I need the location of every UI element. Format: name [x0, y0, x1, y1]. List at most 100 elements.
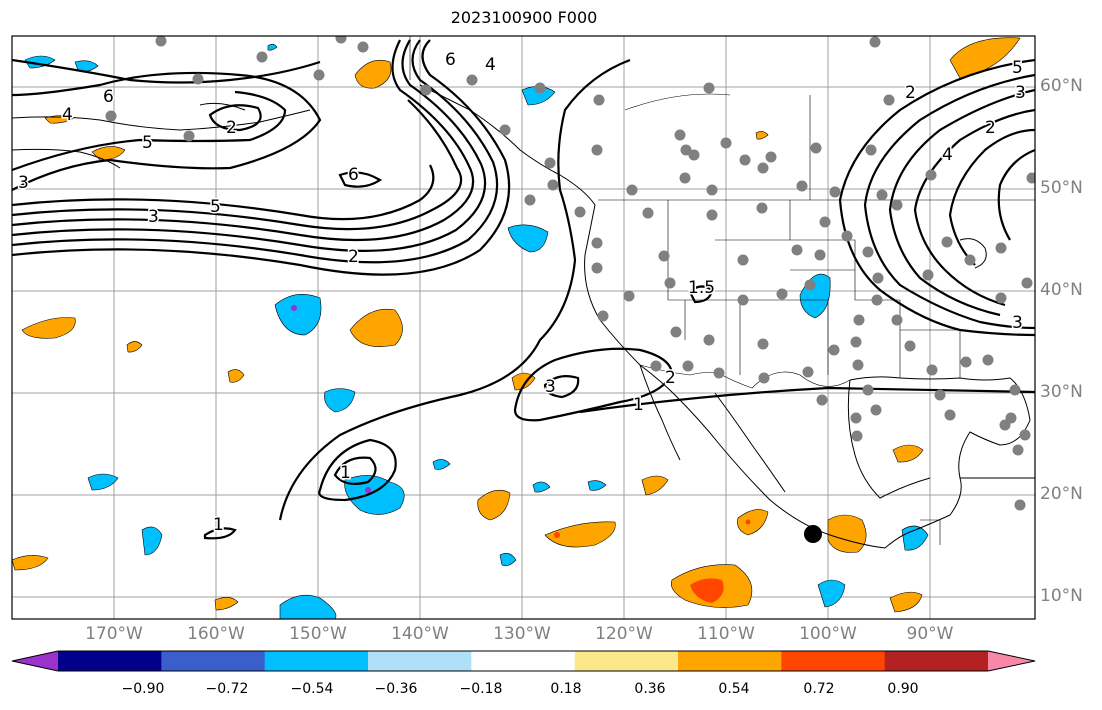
station-marker [819, 216, 831, 228]
colorbar-segment [368, 651, 472, 671]
contour-label: 4 [942, 145, 953, 165]
station-marker [591, 144, 603, 156]
station-marker [313, 69, 325, 81]
station-marker [982, 354, 994, 366]
station-marker [642, 207, 654, 219]
station-marker [925, 169, 937, 181]
station-marker [850, 412, 862, 424]
lat-label: 20°N [1040, 484, 1083, 504]
station-marker [944, 409, 956, 421]
colorbar-segment [678, 651, 782, 671]
storm-center-marker [804, 525, 822, 543]
negative-anomaly-areas [24, 43, 929, 619]
station-marker [534, 82, 546, 94]
station-marker [829, 186, 841, 198]
colorbar-segment [58, 651, 162, 671]
colorbar-tick-label: 0.18 [550, 681, 582, 697]
station-marker [851, 430, 863, 442]
station-marker [105, 110, 117, 122]
station-marker [623, 290, 635, 302]
contour-label: 5 [142, 133, 153, 153]
colorbar-tick-label: −0.36 [374, 681, 418, 697]
station-marker [706, 184, 718, 196]
strong-negative-anomaly-areas [291, 305, 371, 493]
station-marker [183, 130, 195, 142]
lon-label: 120°W [595, 624, 653, 644]
colorbar-tick-label: −0.18 [459, 681, 503, 697]
station-marker [670, 326, 682, 338]
station-marker [871, 294, 883, 306]
station-marker [995, 242, 1007, 254]
station-marker [591, 262, 603, 274]
colorbar-tick-label: 0.72 [803, 681, 835, 697]
station-marker [814, 249, 826, 261]
station-marker [883, 94, 895, 106]
colorbar-segment [781, 651, 886, 671]
colorbar-outline [11, 650, 1036, 672]
station-marker [926, 364, 938, 376]
lon-label: 150°W [289, 624, 347, 644]
station-marker [870, 404, 882, 416]
station-marker [192, 73, 204, 85]
station-marker [703, 82, 715, 94]
contour-label: 5 [210, 197, 221, 217]
station-marker [420, 84, 432, 96]
station-marker [960, 356, 972, 368]
contour-label: 2 [905, 83, 916, 103]
station-marker [524, 194, 536, 206]
station-marker [828, 344, 840, 356]
station-marker [758, 372, 770, 384]
contour-label: 1 [340, 463, 351, 483]
colorbar-tick-label: 0.54 [718, 681, 750, 697]
lon-label: 90°W [906, 624, 954, 644]
colorbar-tick-label: −0.90 [121, 681, 165, 697]
station-marker [1019, 429, 1031, 441]
station-marker [357, 41, 369, 53]
contour-label: 2 [985, 118, 996, 138]
colorbar-tick-label: 0.90 [887, 681, 919, 697]
station-marker [1026, 172, 1035, 184]
lon-label: 110°W [697, 624, 755, 644]
positive-anomaly-areas [12, 37, 1021, 613]
political-borders [409, 36, 1035, 545]
colorbar-segment [574, 651, 679, 671]
map-frame [11, 35, 1036, 620]
colorbar-segment [264, 651, 369, 671]
station-marker [865, 144, 877, 156]
station-marker [256, 51, 268, 63]
lon-label: 130°W [493, 624, 551, 644]
contour-label: 6 [348, 165, 359, 185]
lat-label: 10°N [1040, 586, 1083, 606]
lat-label: 40°N [1040, 280, 1083, 300]
station-marker [547, 179, 559, 191]
map-background [12, 36, 1035, 619]
colorbar-extend-high [988, 651, 1035, 671]
contour-label: 3 [545, 377, 556, 397]
colorbar-segment [471, 651, 576, 671]
station-marker [891, 199, 903, 211]
station-marker [765, 151, 777, 163]
contour-label: 2 [665, 368, 676, 388]
contour-label: 3 [148, 207, 159, 227]
contour-label: 2 [348, 247, 359, 267]
station-marker [650, 360, 662, 372]
station-marker [869, 36, 881, 48]
contour-label: 5 [1012, 58, 1023, 78]
colorbar [11, 650, 1036, 672]
station-marker [756, 202, 768, 214]
station-marker [941, 236, 953, 248]
station-marker [335, 36, 347, 44]
lon-label: 100°W [799, 624, 857, 644]
station-marker [593, 94, 605, 106]
station-marker [891, 314, 903, 326]
station-marker [737, 254, 749, 266]
station-marker [757, 338, 769, 350]
station-marker [862, 246, 874, 258]
contour-label: 3 [1012, 313, 1023, 333]
lat-label: 60°N [1040, 76, 1083, 96]
station-marker [934, 389, 946, 401]
station-marker [680, 144, 692, 156]
contour-label: 6 [445, 50, 456, 70]
station-marker [816, 394, 828, 406]
